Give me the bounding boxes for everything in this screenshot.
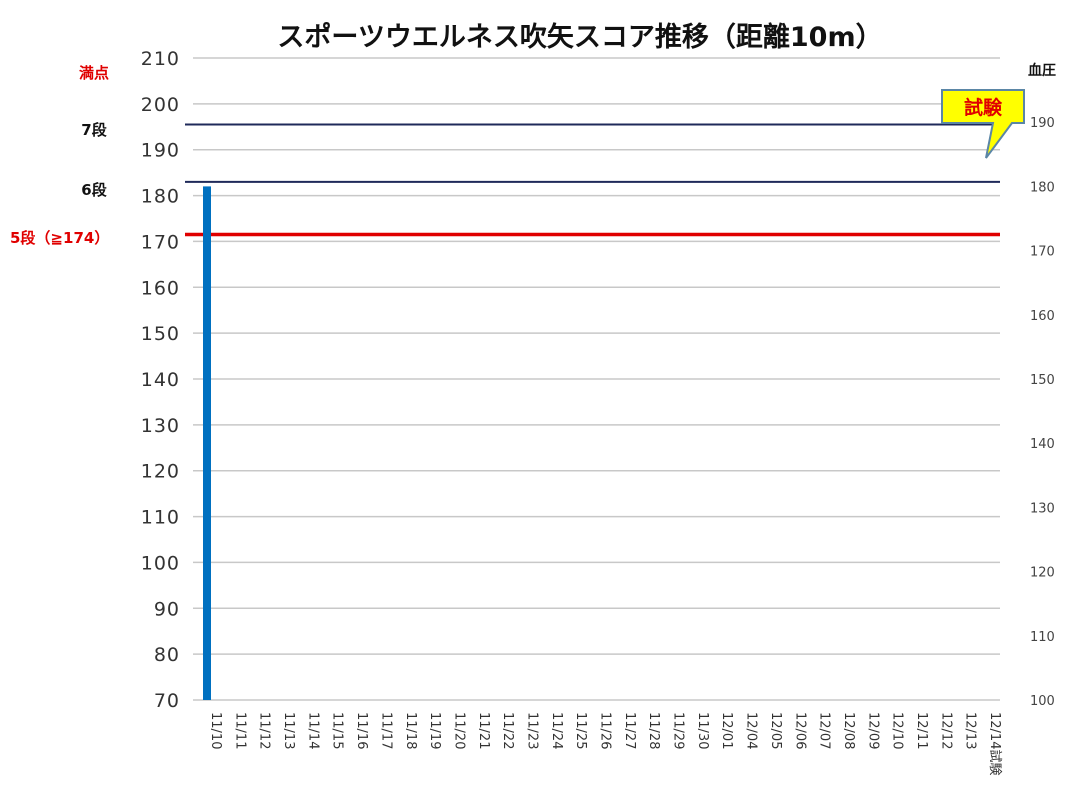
x-tick-label: 11/11 — [232, 712, 247, 749]
y-tick-label: 100 — [141, 552, 180, 574]
x-tick-label: 11/18 — [403, 712, 418, 749]
reference-labels: 満点 7段 6段 5段（≧174） — [10, 64, 109, 247]
y-axis-right: 100 110 120 130 140 150 160 170 180 190 — [1030, 116, 1055, 709]
y-tick-label: 90 — [154, 598, 180, 620]
x-tick-label: 11/25 — [573, 712, 588, 749]
x-tick-label: 11/17 — [378, 712, 393, 749]
x-tick-label: 12/06 — [792, 712, 807, 749]
y-tick-label: 110 — [141, 507, 180, 529]
x-tick-label: 11/19 — [427, 712, 442, 749]
y2-tick-label: 110 — [1030, 630, 1055, 645]
y-tick-label: 200 — [141, 94, 180, 116]
y-tick-label: 150 — [141, 323, 180, 345]
x-tick-label: 11/10 — [208, 712, 223, 749]
reference-label: 6段 — [81, 181, 106, 199]
y2-tick-label: 100 — [1030, 694, 1055, 709]
x-tick-label: 11/28 — [646, 712, 661, 749]
x-tick-label: 12/12 — [938, 712, 953, 749]
x-tick-label: 11/23 — [524, 712, 539, 749]
x-tick-label: 11/21 — [476, 712, 491, 749]
x-tick-label: 11/29 — [671, 712, 686, 749]
y2-tick-label: 160 — [1030, 309, 1055, 324]
y2-tick-label: 130 — [1030, 501, 1055, 516]
y2-tick-label: 170 — [1030, 245, 1055, 260]
y2-tick-label: 120 — [1030, 566, 1055, 581]
y-tick-label: 190 — [141, 140, 180, 162]
x-tick-label: 11/12 — [257, 712, 272, 749]
x-tick-label: 11/22 — [500, 712, 515, 749]
x-tick-label: 12/11 — [914, 712, 929, 749]
y2-tick-label: 150 — [1030, 373, 1055, 388]
x-tick-label: 11/26 — [598, 712, 613, 749]
y-axis-left: 70 80 90 100 110 120 130 140 150 160 170 180 190 200 2… — [141, 48, 180, 712]
x-tick-label: 12/01 — [719, 712, 734, 749]
callout-shape — [941, 89, 1025, 159]
reference-label: 7段 — [81, 121, 106, 139]
y-tick-label: 120 — [141, 461, 180, 483]
y-tick-label: 180 — [141, 186, 180, 208]
y-tick-label: 160 — [141, 277, 180, 299]
y-tick-label: 70 — [154, 690, 180, 712]
x-tick-label: 12/09 — [865, 712, 880, 749]
reference-label: 5段（≧174） — [10, 229, 109, 247]
x-tick-label: 11/20 — [451, 712, 466, 749]
y2-axis-title: 血圧 — [1028, 62, 1056, 79]
x-tick-label: 12/10 — [890, 712, 905, 749]
y-tick-label: 210 — [141, 48, 180, 70]
reference-label: 満点 — [79, 64, 109, 82]
y-tick-label: 130 — [141, 415, 180, 437]
x-tick-label: 12/08 — [841, 712, 856, 749]
bars — [203, 186, 211, 700]
gridlines — [193, 57, 1000, 701]
x-tick-label: 11/14 — [305, 712, 320, 749]
y-tick-label: 80 — [154, 644, 180, 666]
y2-tick-label: 140 — [1030, 437, 1055, 452]
exam-callout: 試験 — [941, 89, 1025, 159]
y2-tick-label: 180 — [1030, 180, 1055, 195]
y-tick-label: 140 — [141, 369, 180, 391]
chart-title: スポーツウエルネス吹矢スコア推移（距離10m） — [277, 21, 882, 53]
x-tick-label: 12/04 — [744, 712, 759, 749]
bar — [203, 186, 211, 700]
x-tick-label: 11/27 — [622, 712, 637, 749]
x-tick-label: 12/13 — [963, 712, 978, 749]
reference-lines — [185, 123, 1000, 237]
x-tick-label: 12/05 — [768, 712, 783, 749]
x-tick-label: 11/24 — [549, 712, 564, 749]
x-tick-label: 12/14試験 — [987, 712, 1003, 775]
x-axis: 11/10 11/11 11/12 11/13 11/14 11/15 11/16 11/17… — [208, 712, 1003, 775]
y-tick-label: 170 — [141, 231, 180, 253]
x-tick-label: 11/15 — [330, 712, 345, 749]
x-tick-label: 11/13 — [281, 712, 296, 749]
x-tick-label: 12/07 — [817, 712, 832, 749]
x-tick-label: 11/16 — [354, 712, 369, 749]
y2-tick-label: 190 — [1030, 116, 1055, 131]
callout-label: 試験 — [964, 96, 1003, 119]
x-tick-label: 11/30 — [695, 712, 710, 749]
